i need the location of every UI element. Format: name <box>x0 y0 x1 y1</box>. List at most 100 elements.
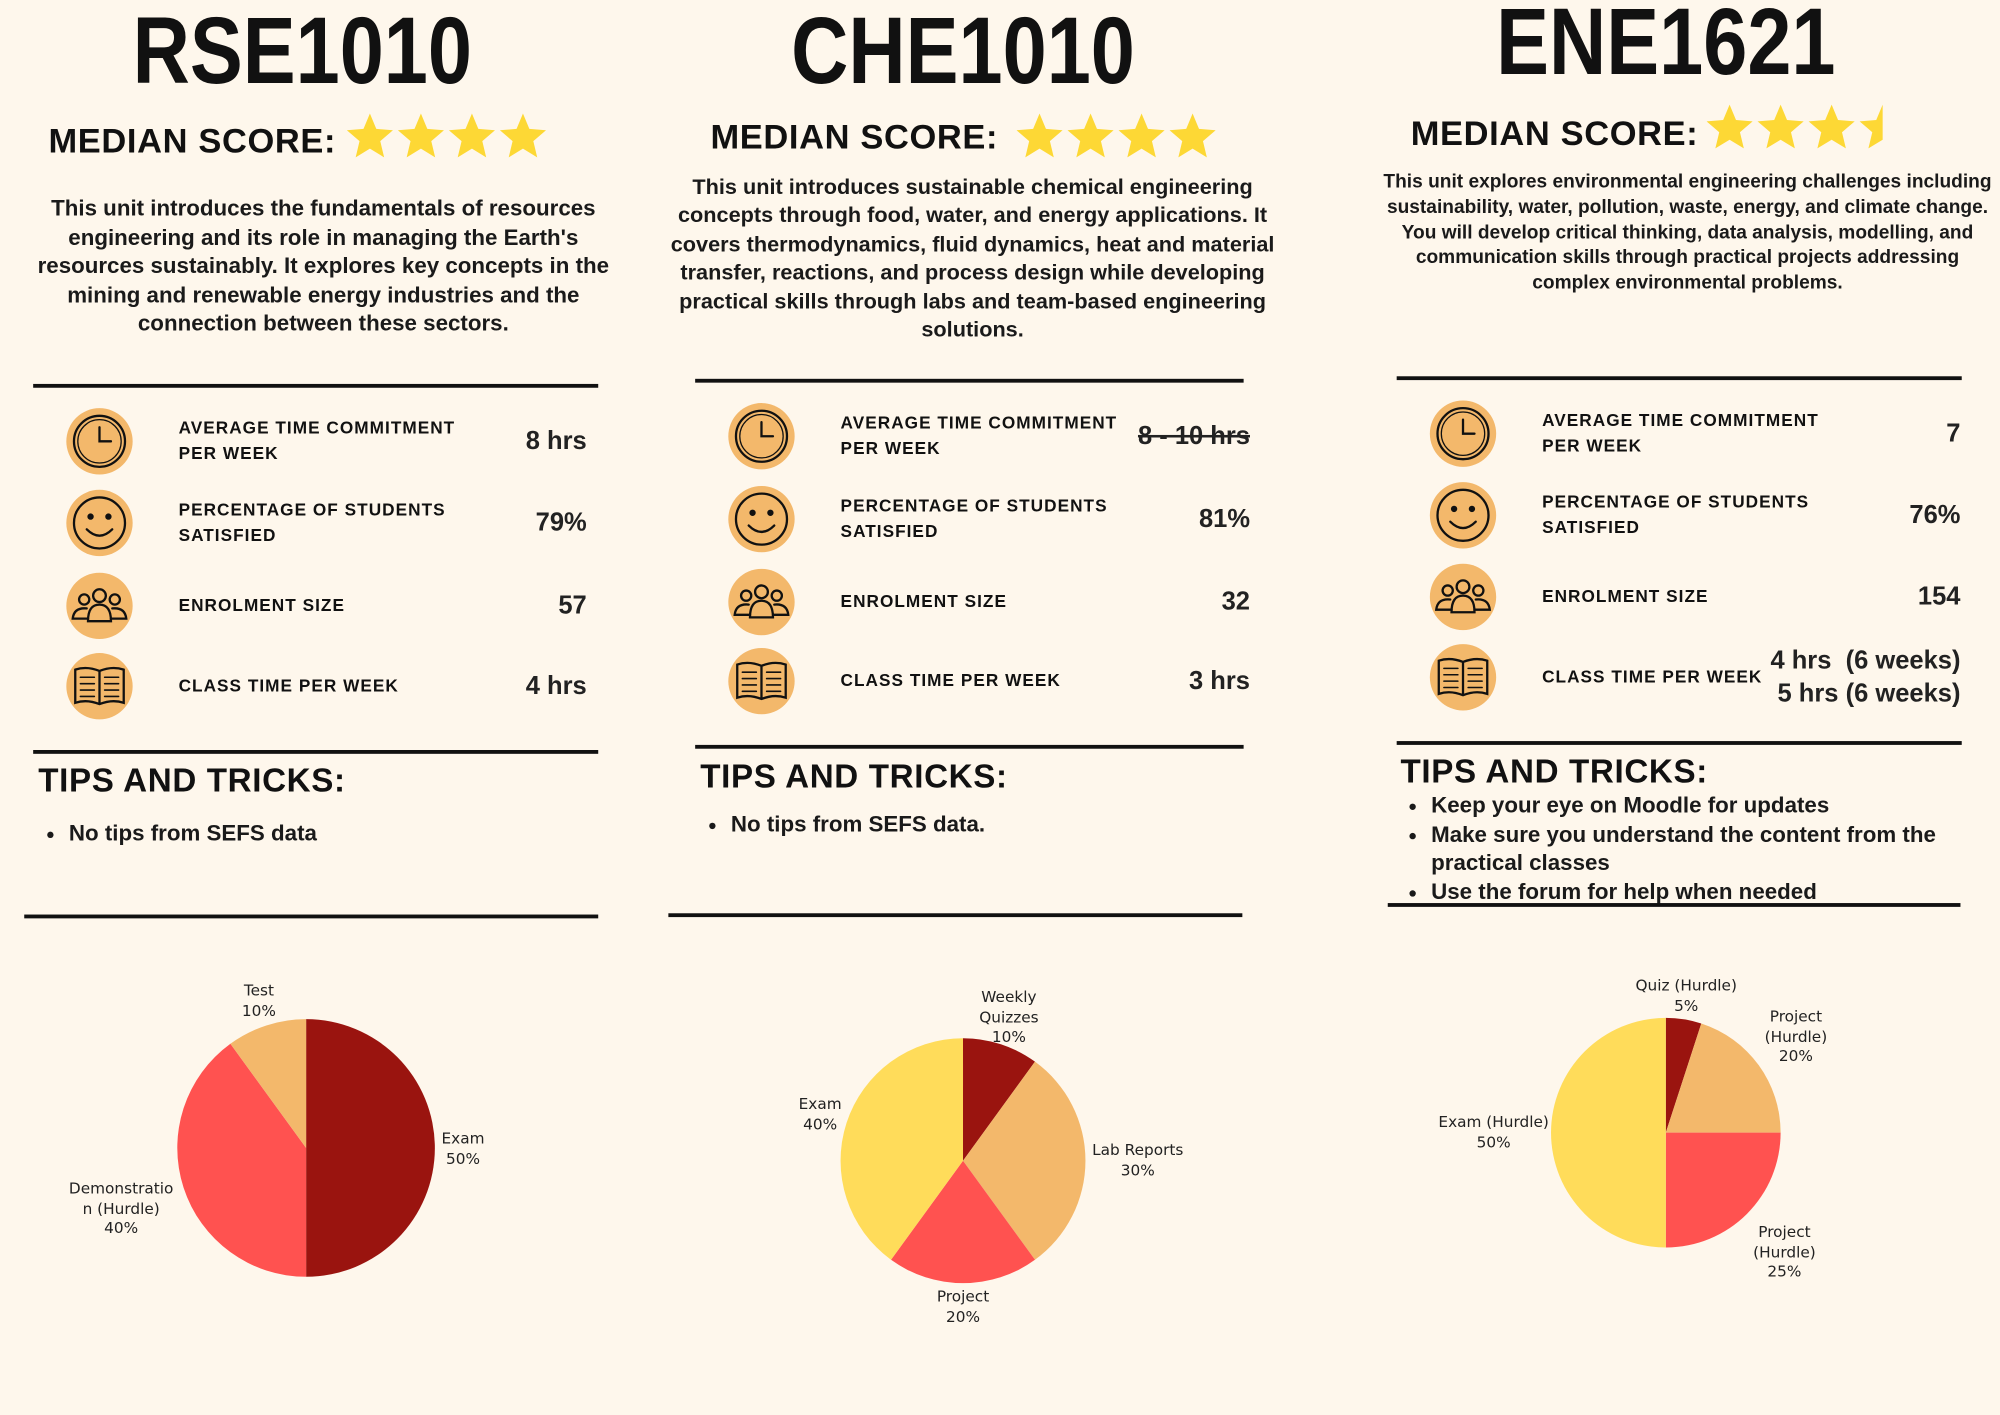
star <box>1757 104 1804 149</box>
pie-slice <box>177 1043 307 1277</box>
stat-value: 76% <box>1909 499 1960 532</box>
stat-value-line: 4 hrs (6 weeks) <box>1770 646 1961 675</box>
stat-label: PERCENTAGE OF STUDENTS SATISFIED <box>178 499 446 545</box>
star <box>1808 104 1855 149</box>
pie-label: Test 10% <box>203 982 315 1022</box>
unit-column: CHE1010 MEDIAN SCORE: This unit introduces… <box>668 0 1274 1415</box>
pie-slice <box>1551 1017 1666 1248</box>
icon <box>66 653 133 720</box>
stat-value: 4 hrs <box>526 670 587 703</box>
star-rating <box>1016 113 1216 158</box>
stat-value-line: 5 hrs (6 weeks) <box>1777 679 1961 708</box>
pie-label: Exam 40% <box>764 1095 876 1135</box>
pie-value-label: 40% <box>104 1219 139 1237</box>
star <box>1067 113 1114 158</box>
pie-label: Project 20% <box>907 1288 1019 1328</box>
stat-label: ENROLMENT SIZE <box>178 595 345 615</box>
star-rating <box>346 113 547 158</box>
pie-value-label: 5% <box>1674 996 1699 1015</box>
pie-category: Weekly Quizzes <box>979 988 1039 1026</box>
divider <box>1396 376 1962 381</box>
icon <box>728 647 795 715</box>
stat-value-line: 4 hrs <box>525 672 587 701</box>
stat-value: 4 hrs (6 weeks) 5 hrs (6 weeks) <box>1770 644 1960 710</box>
star <box>1706 104 1753 149</box>
pie-value-label: 25% <box>1767 1262 1802 1281</box>
pie-value-label: 10% <box>241 1001 276 1020</box>
pie-label: Weekly Quizzes 10% <box>953 988 1065 1047</box>
icon <box>1429 563 1497 631</box>
pie-label: Demonstration (Hurdle) 40% <box>65 1180 177 1239</box>
icon <box>66 572 133 640</box>
pie-category: Test <box>243 981 274 1000</box>
median-label: MEDIAN SCORE: <box>1410 114 1699 153</box>
stat-label: CLASS TIME PER WEEK <box>178 676 399 696</box>
divider <box>695 378 1244 383</box>
pie-category: Exam <box>798 1095 842 1113</box>
stat-value: 3 hrs <box>1189 665 1250 698</box>
star <box>397 113 444 158</box>
pie-label: Quiz (Hurdle) 5% <box>1630 976 1742 1016</box>
icon <box>66 408 133 475</box>
pie-category: Project (Hurdle) <box>1753 1222 1816 1261</box>
tip: Keep your eye on Moodle for updates <box>1431 791 2000 820</box>
stat-label: ENROLMENT SIZE <box>1542 586 1709 606</box>
median-label: MEDIAN SCORE: <box>48 121 337 161</box>
pie-category: Project <box>936 1287 990 1306</box>
pie-value-label: 20% <box>945 1307 981 1326</box>
stat-label: CLASS TIME PER WEEK <box>1542 667 1763 687</box>
pie-slice <box>1665 1132 1781 1248</box>
stat-value: 57 <box>558 589 586 622</box>
unit-title: RSE1010 <box>132 0 473 104</box>
pie-category: Lab Reports <box>1092 1140 1184 1159</box>
pie-slice <box>963 1061 1086 1260</box>
stat-value: 8 hrs <box>526 425 587 458</box>
divider <box>695 744 1244 749</box>
icon <box>1429 644 1497 711</box>
stat-value-line: 79% <box>535 508 587 537</box>
divider <box>668 913 1243 918</box>
unit-column: RSE1010 MEDIAN SCORE: This unit introduces… <box>24 0 625 1415</box>
pie-value-label: 10% <box>991 1027 1026 1046</box>
pie-slice <box>230 1019 307 1148</box>
stat-value: 32 <box>1222 585 1250 618</box>
stat-value-line: 32 <box>1221 588 1250 617</box>
unit-title: ENE1621 <box>1496 0 1836 95</box>
star <box>1016 113 1063 158</box>
stat-value-line: 154 <box>1917 582 1961 611</box>
stat-value: 154 <box>1918 580 1961 613</box>
divider <box>1387 903 1961 907</box>
pie-category: Exam <box>441 1129 485 1148</box>
unit-description: This unit introduces the fundamentals of… <box>37 195 610 336</box>
icon <box>728 403 795 470</box>
tips-list: Keep your eye on Moodle for updatesMake … <box>1398 791 2000 906</box>
pie-slice <box>1665 1023 1781 1133</box>
stat-label: AVERAGE TIME COMMITMENT PER WEEK <box>1542 410 1819 456</box>
stat-label: PERCENTAGE OF STUDENTS SATISFIED <box>840 496 1108 541</box>
icon <box>728 485 795 553</box>
stat-label: CLASS TIME PER WEEK <box>840 670 1061 691</box>
pie-category: Exam (Hurdle) <box>1438 1112 1549 1131</box>
stat-value: 81% <box>1199 503 1250 536</box>
unit-description: This unit explores environmental enginee… <box>1383 170 1992 294</box>
star-rating <box>1706 104 1883 149</box>
stat-value: 79% <box>536 506 587 539</box>
pie-slice <box>1665 1017 1702 1133</box>
stat-value-line: 8 - 10 hrs <box>1137 422 1250 451</box>
icon <box>1429 400 1497 467</box>
stat-label: AVERAGE TIME COMMITMENT PER WEEK <box>840 413 1118 458</box>
stat-value: 7 <box>1946 417 1960 450</box>
stat-value-line: 7 <box>1946 419 1961 448</box>
divider <box>1396 741 1962 745</box>
pie-label: Lab Reports 30% <box>1082 1141 1194 1181</box>
tip: Make sure you understand the content fro… <box>1431 820 2000 877</box>
icon <box>1429 482 1497 549</box>
pie-value-label: 20% <box>1778 1046 1813 1065</box>
stat-value-line: 81% <box>1198 505 1250 534</box>
median-label: MEDIAN SCORE: <box>710 117 999 157</box>
star <box>499 113 547 158</box>
unit-title: CHE1010 <box>791 0 1135 104</box>
